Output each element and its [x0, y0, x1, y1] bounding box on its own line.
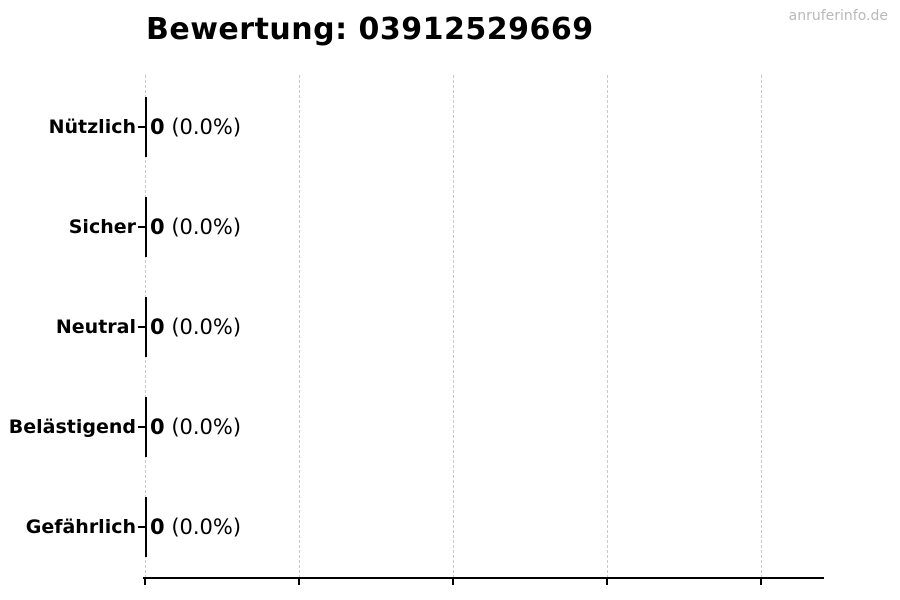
y-axis-tick [138, 526, 146, 528]
watermark: anruferinfo.de [788, 8, 888, 24]
x-axis-tick [606, 579, 608, 585]
y-axis-tick [138, 426, 146, 428]
bar-edge [145, 97, 147, 157]
category-label: Sicher [68, 216, 136, 238]
bar-edge [145, 197, 147, 257]
bar-row: Sicher 0 (0.0%) [0, 197, 900, 257]
bar-row: Nützlich 0 (0.0%) [0, 97, 900, 157]
x-axis-tick [452, 579, 454, 585]
value-percent: (0.0%) [171, 315, 242, 339]
chart-title: Bewertung: 03912529669 [146, 12, 594, 47]
category-label: Gefährlich [25, 516, 136, 538]
y-axis-tick [138, 226, 146, 228]
value-count: 0 [150, 515, 165, 539]
x-axis-line [143, 577, 824, 579]
gridline [299, 75, 300, 578]
value-percent: (0.0%) [171, 415, 242, 439]
value-count: 0 [150, 415, 165, 439]
x-axis-tick [144, 579, 146, 585]
value-count: 0 [150, 215, 165, 239]
gridline [761, 75, 762, 578]
value-percent: (0.0%) [171, 115, 242, 139]
value-count: 0 [150, 315, 165, 339]
x-axis-tick [298, 579, 300, 585]
value-percent: (0.0%) [171, 215, 242, 239]
category-label: Neutral [55, 316, 136, 338]
value-percent: (0.0%) [171, 515, 242, 539]
value-label: 0 (0.0%) [150, 97, 241, 157]
value-label: 0 (0.0%) [150, 397, 241, 457]
category-label: Belästigend [8, 416, 136, 438]
bar-row: Neutral 0 (0.0%) [0, 297, 900, 357]
value-label: 0 (0.0%) [150, 297, 241, 357]
bar-row: Belästigend 0 (0.0%) [0, 397, 900, 457]
category-label: Nützlich [48, 116, 136, 138]
y-axis-tick [138, 326, 146, 328]
value-label: 0 (0.0%) [150, 497, 241, 557]
bar-edge [145, 497, 147, 557]
bar-edge [145, 297, 147, 357]
value-label: 0 (0.0%) [150, 197, 241, 257]
bar-edge [145, 397, 147, 457]
bar-row: Gefährlich 0 (0.0%) [0, 497, 900, 557]
y-axis-tick [138, 126, 146, 128]
gridline [607, 75, 608, 578]
gridline [453, 75, 454, 578]
value-count: 0 [150, 115, 165, 139]
x-axis-tick [760, 579, 762, 585]
